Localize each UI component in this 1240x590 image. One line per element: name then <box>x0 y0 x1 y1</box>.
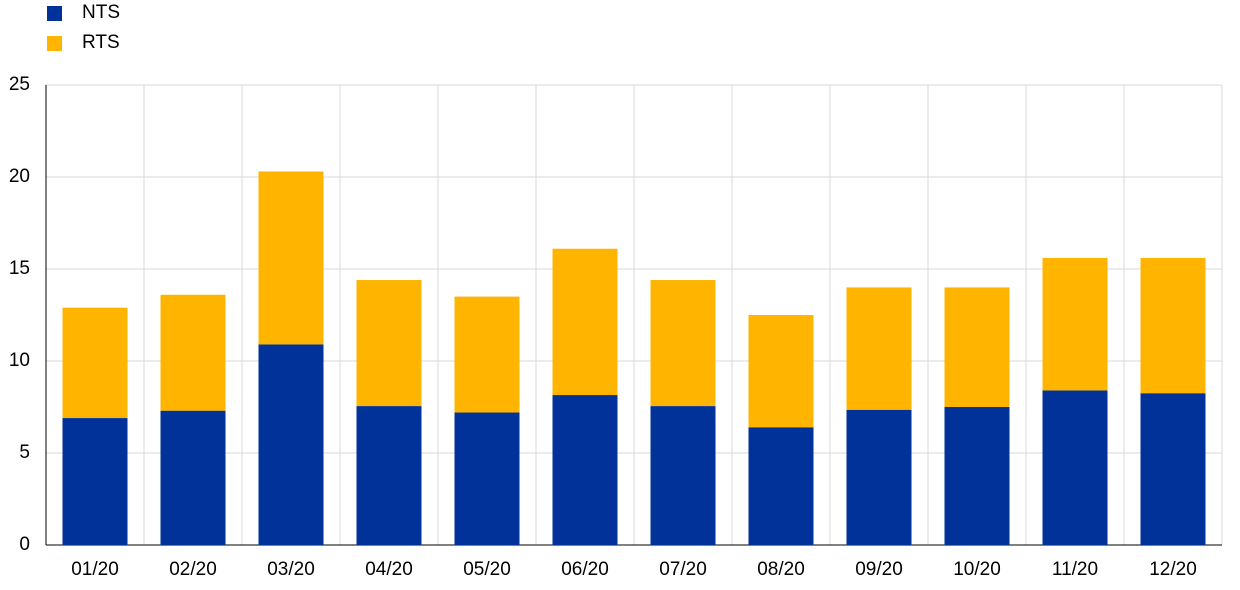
bar-segment <box>748 427 814 545</box>
bar-segment <box>552 395 618 545</box>
x-tick-label: 03/20 <box>267 559 315 580</box>
bar-segment <box>846 287 912 410</box>
y-tick-label: 25 <box>9 74 30 95</box>
bar-segment <box>846 409 912 545</box>
bar-segment <box>650 406 716 545</box>
x-tick-label: 06/20 <box>561 559 609 580</box>
x-tick-label: 07/20 <box>659 559 707 580</box>
bar-segment <box>62 418 128 545</box>
bar-segment <box>454 296 520 413</box>
x-tick-label: 08/20 <box>757 559 805 580</box>
x-tick-label: 05/20 <box>463 559 511 580</box>
bar-segment <box>62 307 128 419</box>
y-tick-label: 20 <box>9 166 30 187</box>
bar-segment <box>160 410 226 545</box>
x-tick-label: 02/20 <box>169 559 217 580</box>
x-tick-label: 10/20 <box>953 559 1001 580</box>
bar-segment <box>748 315 814 428</box>
bar-segment <box>356 280 422 407</box>
bar-segment <box>160 294 226 411</box>
bar-segment <box>1042 257 1108 391</box>
y-tick-label: 10 <box>9 350 30 371</box>
legend-swatch <box>47 6 62 21</box>
bar-segment <box>944 407 1010 545</box>
legend-label: NTS <box>82 2 120 23</box>
x-tick-label: 01/20 <box>71 559 119 580</box>
bar-segment <box>1140 393 1206 545</box>
bar-segment <box>650 280 716 407</box>
x-tick-label: 12/20 <box>1149 559 1197 580</box>
bar-segment <box>552 248 618 396</box>
bar-segment <box>258 171 324 345</box>
x-tick-label: 09/20 <box>855 559 903 580</box>
bar-segment <box>1042 390 1108 545</box>
bar-segment <box>1140 257 1206 394</box>
bar-segment <box>356 406 422 545</box>
x-tick-label: 11/20 <box>1052 559 1098 580</box>
y-tick-label: 15 <box>9 258 30 279</box>
x-tick-label: 04/20 <box>365 559 413 580</box>
legend-label: RTS <box>82 32 120 53</box>
y-tick-label: 0 <box>19 534 30 555</box>
bar-segment <box>454 412 520 545</box>
legend-swatch <box>47 36 62 51</box>
bar-segment <box>944 287 1010 407</box>
y-tick-label: 5 <box>19 442 30 463</box>
bar-segment <box>258 344 324 545</box>
